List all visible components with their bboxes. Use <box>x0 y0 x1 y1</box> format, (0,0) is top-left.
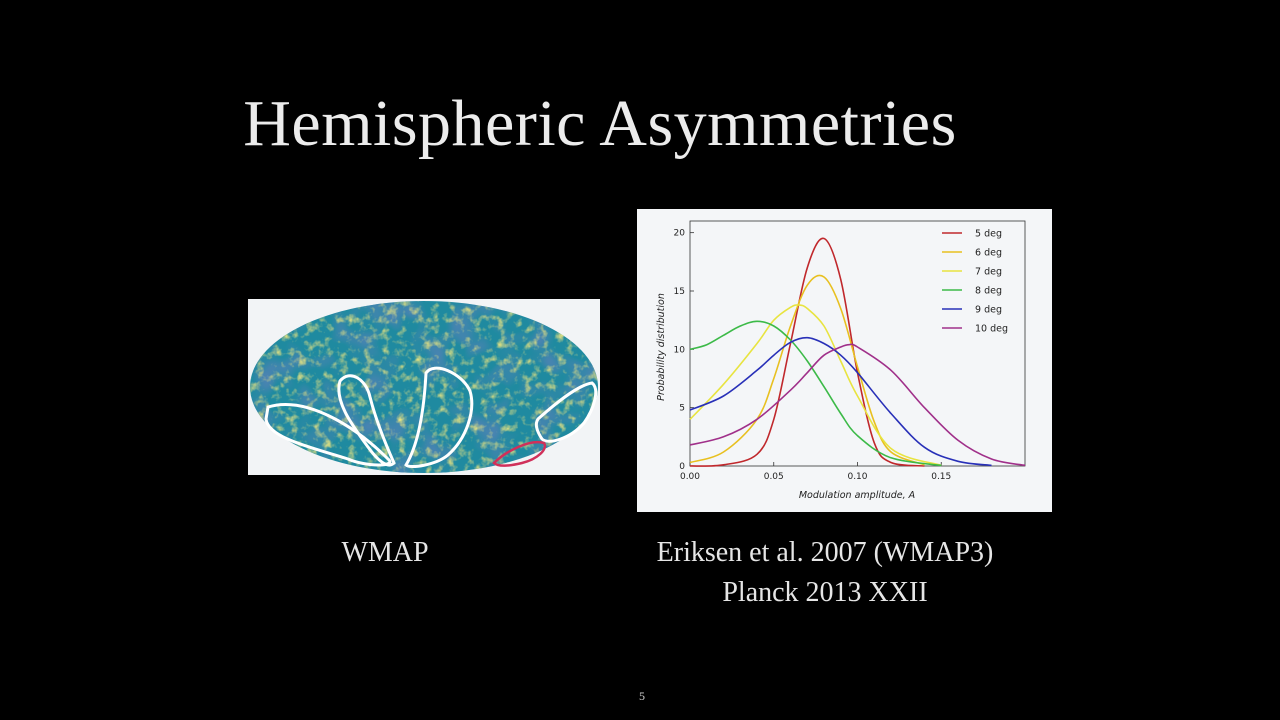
outline-region-4 <box>534 381 598 443</box>
outline-region-3 <box>404 366 474 469</box>
outline-region-2 <box>337 374 396 467</box>
x-tick-label: 0.10 <box>847 472 867 482</box>
series-line-5-deg <box>689 237 925 467</box>
x-tick-label: 0.05 <box>764 472 784 482</box>
x-axis-label: Modulation amplitude, A <box>799 490 915 501</box>
probability-chart: 0.00 0.05 0.10 0.15 0 5 10 15 20 5 deg 6 deg 7 deg 8… <box>637 209 1052 512</box>
legend-label: 10 deg <box>975 324 1008 335</box>
legend-label: 7 deg <box>975 267 1002 278</box>
map-caption: WMAP <box>341 537 429 568</box>
x-tick-label: 0.00 <box>680 472 700 482</box>
legend-label: 9 deg <box>975 305 1002 316</box>
y-axis-label: Probability distribution <box>656 293 667 401</box>
x-tick-label: 0.15 <box>931 472 951 482</box>
legend-label: 8 deg <box>975 286 1002 297</box>
slide-title: Hemispheric Asymmetries <box>243 87 957 160</box>
outline-region-1 <box>264 403 392 467</box>
series-line-9-deg <box>689 336 992 467</box>
outline-region-red <box>492 440 547 467</box>
chart-svg: 0.00 0.05 0.10 0.15 0 5 10 15 20 5 deg 6 deg 7 deg 8… <box>656 220 1026 501</box>
series-line-6-deg <box>689 274 925 466</box>
y-tick-label: 20 <box>674 229 686 239</box>
chart-caption-line2: Planck 2013 XXII <box>722 577 928 608</box>
legend-label: 6 deg <box>975 248 1002 259</box>
y-tick-label: 5 <box>679 404 685 414</box>
series-line-7-deg <box>689 304 942 467</box>
legend-label: 5 deg <box>975 229 1002 240</box>
series-line-10-deg <box>689 343 1026 467</box>
page-number: 5 <box>639 689 645 703</box>
sky-map-image <box>250 301 598 473</box>
wmap-sky-map <box>248 299 600 475</box>
series-line-8-deg <box>689 320 942 467</box>
chart-caption-line1: Eriksen et al. 2007 (WMAP3) <box>656 537 994 568</box>
y-tick-label: 0 <box>679 462 685 472</box>
y-tick-label: 15 <box>674 287 685 297</box>
y-tick-label: 10 <box>674 345 686 355</box>
